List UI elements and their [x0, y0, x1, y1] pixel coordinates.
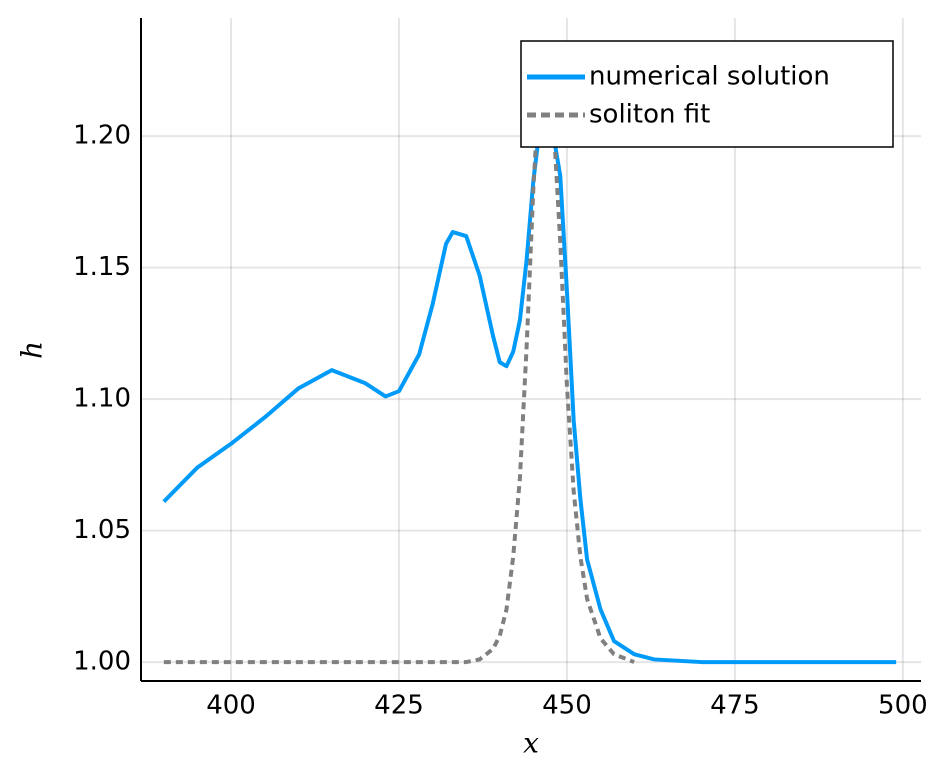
series-line	[162, 94, 897, 665]
y-axis-label: h	[16, 341, 49, 359]
legend-label: soliton fit	[589, 100, 710, 130]
y-tick-label: 1.10	[73, 384, 131, 414]
x-tick-label: 400	[206, 691, 256, 721]
y-tick-label: 1.05	[73, 515, 131, 545]
legend-box	[520, 40, 894, 148]
y-tick-label: 1.15	[73, 252, 131, 282]
y-tick-label: 1.00	[73, 647, 131, 677]
x-tick-label: 500	[878, 691, 928, 721]
x-tick-label: 450	[542, 691, 592, 721]
y-tick-label: 1.20	[73, 121, 131, 151]
legend-label: numerical solution	[589, 62, 830, 92]
x-axis-label: x	[523, 727, 539, 760]
x-tick-label: 475	[710, 691, 760, 721]
x-tick-label: 425	[374, 691, 424, 721]
